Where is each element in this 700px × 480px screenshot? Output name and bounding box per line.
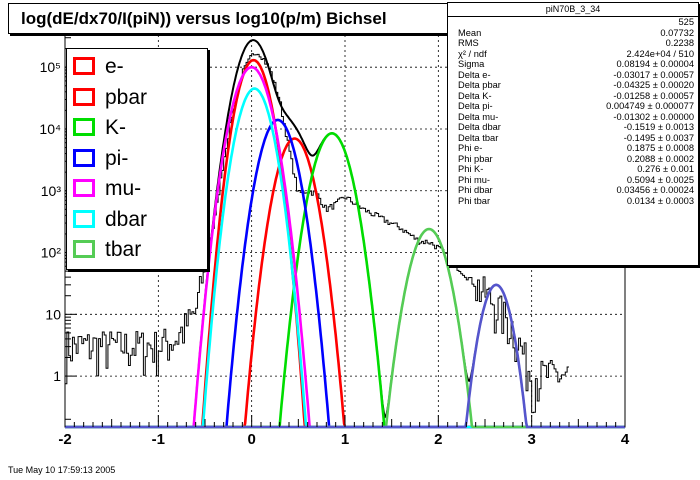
y-tick-label: 10² <box>41 245 62 261</box>
legend-swatch <box>73 179 95 197</box>
y-tick-label: 10⁴ <box>39 121 61 137</box>
stats-value: -0.1495 ± 0.0037 <box>623 132 694 143</box>
stats-value: 0.08194 ± 0.00004 <box>616 59 694 69</box>
x-tick-label: 3 <box>527 431 535 448</box>
stats-label: Delta pi- <box>458 101 493 111</box>
x-tick-label: 4 <box>621 431 630 448</box>
stats-row: χ² / ndf 2.424e+04 / 510 <box>448 49 698 60</box>
legend-item: tbar <box>73 236 203 264</box>
legend-item: K- <box>73 114 203 142</box>
stats-row: Delta e- -0.03017 ± 0.00057 <box>448 70 698 81</box>
legend-item: pbar <box>73 84 203 112</box>
stats-row: Delta tbar -0.1495 ± 0.0037 <box>448 133 698 144</box>
stats-label: Sigma <box>458 59 485 69</box>
stats-value: 0.0134 ± 0.0003 <box>626 195 694 206</box>
legend-label: e- <box>105 55 124 78</box>
stats-row: Delta pi- 0.004749 ± 0.000077 <box>448 101 698 112</box>
legend-item: e- <box>73 53 203 81</box>
stats-row: Phi K- 0.276 ± 0.001 <box>448 164 698 175</box>
stats-row: Phi tbar 0.0134 ± 0.0003 <box>448 196 698 207</box>
legend-item: mu- <box>73 175 203 203</box>
stats-label: Mean <box>458 27 482 38</box>
stats-label: Delta tbar <box>458 132 499 143</box>
stats-label: Delta dbar <box>458 122 501 132</box>
legend-swatch <box>73 57 95 75</box>
legend-item: dbar <box>73 206 203 234</box>
legend-label: dbar <box>105 207 148 231</box>
stats-row: Delta pbar -0.04325 ± 0.00020 <box>448 80 698 91</box>
y-tick-label: 10³ <box>41 183 62 199</box>
stats-row: Delta K- -0.01258 ± 0.00057 <box>448 91 698 102</box>
stats-value: 525 <box>678 17 694 27</box>
y-tick-label: 10⁵ <box>40 59 61 75</box>
stats-row: 525 <box>448 17 698 28</box>
stats-box: piN70B_3_34 525 Mean 0.07732 RMS 0.2238 χ² / … <box>447 2 699 266</box>
legend-label: pbar <box>105 85 148 109</box>
legend-label: mu- <box>105 177 142 200</box>
legend-label: pi- <box>105 146 129 170</box>
stats-label: RMS <box>458 38 479 48</box>
legend: e-pbar K-pi-mu-dbar tbar <box>66 48 208 270</box>
chart-title-box: log(dE/dx70/I(piN)) versus log10(p/m) Bi… <box>8 3 466 34</box>
stats-label: Phi tbar <box>458 195 491 206</box>
stats-value: -0.01258 ± 0.00057 <box>613 90 694 101</box>
legend-swatch <box>73 148 95 167</box>
x-tick-label: -2 <box>58 431 71 448</box>
stats-label: Delta pbar <box>458 80 501 90</box>
legend-label: K- <box>105 116 126 139</box>
stats-row: Phi e- 0.1875 ± 0.0008 <box>448 143 698 154</box>
stats-value: -0.03017 ± 0.00057 <box>613 69 694 80</box>
legend-swatch <box>73 118 95 136</box>
stats-row: Delta mu- -0.01302 ± 0.00000 <box>448 112 698 123</box>
stats-value: 0.03456 ± 0.00024 <box>616 185 694 195</box>
stats-row: Sigma 0.08194 ± 0.00004 <box>448 59 698 70</box>
stats-value: 0.5094 ± 0.0025 <box>626 174 694 185</box>
legend-swatch <box>73 87 95 106</box>
x-tick-label: 0 <box>247 431 255 448</box>
x-tick-label: 2 <box>434 431 442 448</box>
stats-row: Delta dbar -0.1519 ± 0.0013 <box>448 122 698 133</box>
stats-value: -0.04325 ± 0.00020 <box>613 80 694 90</box>
footer-timestamp: Tue May 10 17:59:13 2005 <box>8 465 116 475</box>
stats-label: Phi mu- <box>458 174 491 185</box>
stats-box-name: piN70B_3_34 <box>448 3 698 17</box>
stats-row: Phi pbar 0.2088 ± 0.0002 <box>448 154 698 165</box>
stats-label: Phi pbar <box>458 153 493 164</box>
stats-label: Delta K- <box>458 90 492 101</box>
legend-item: pi- <box>73 145 203 173</box>
stats-label: χ² / ndf <box>458 48 487 59</box>
stats-rows: 525 Mean 0.07732 RMS 0.2238 χ² / ndf 2.424e+04… <box>448 17 698 206</box>
stats-value: -0.01302 ± 0.00000 <box>613 111 694 122</box>
stats-row: Phi dbar 0.03456 ± 0.00024 <box>448 185 698 196</box>
stats-label: Delta mu- <box>458 111 499 122</box>
stats-value: 0.2238 <box>665 38 694 48</box>
stats-label: Phi dbar <box>458 185 493 195</box>
x-tick-label: -1 <box>152 431 165 448</box>
y-tick-label: 1 <box>53 368 61 384</box>
legend-swatch <box>73 240 95 258</box>
stats-value: 0.1875 ± 0.0008 <box>626 143 694 153</box>
stats-value: 0.004749 ± 0.000077 <box>606 101 694 111</box>
x-tick-label: 1 <box>341 431 349 448</box>
chart-title: log(dE/dx70/I(piN)) versus log10(p/m) Bi… <box>21 9 387 28</box>
legend-label: tbar <box>105 238 142 261</box>
stats-value: -0.1519 ± 0.0013 <box>623 122 694 132</box>
stats-row: Mean 0.07732 <box>448 28 698 39</box>
stats-value: 0.07732 <box>660 27 694 38</box>
stats-value: 2.424e+04 / 510 <box>626 48 694 59</box>
stats-row: Phi mu- 0.5094 ± 0.0025 <box>448 175 698 186</box>
legend-swatch <box>73 209 95 228</box>
stats-label: Delta e- <box>458 69 491 80</box>
stats-row: RMS 0.2238 <box>448 38 698 49</box>
y-tick-label: 10 <box>45 306 61 322</box>
stats-value: 0.276 ± 0.001 <box>637 164 694 174</box>
stats-label: Phi e- <box>458 143 483 153</box>
stats-label: Phi K- <box>458 164 484 174</box>
stats-value: 0.2088 ± 0.0002 <box>626 153 694 164</box>
